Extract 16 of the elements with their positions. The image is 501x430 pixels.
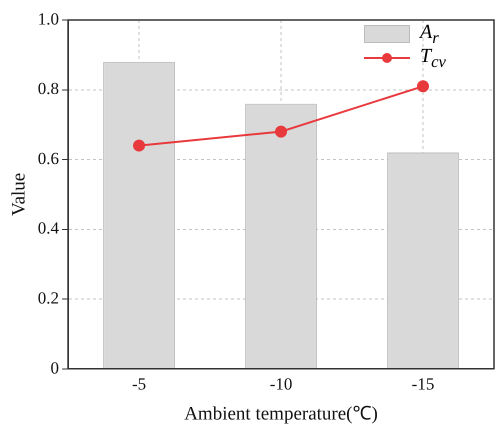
y-tick-label: 0.4	[38, 218, 60, 238]
legend-label: A$_{r}$	[420, 20, 439, 47]
x-tick-label: -10	[270, 374, 292, 394]
y-tick-label: 1.0	[38, 9, 60, 28]
y-axis-title: Value	[8, 172, 30, 216]
x-tick-label: -5	[132, 374, 146, 394]
y-tick-label: 0.2	[38, 288, 60, 308]
x-tick-label: -15	[412, 374, 434, 394]
x-axis-title: Ambient temperature(℃)	[184, 404, 378, 425]
y-tick-label: 0	[50, 358, 60, 378]
legend-label: T$_{cv}$	[420, 44, 446, 71]
y-tick-label: 0.6	[38, 148, 60, 168]
point	[133, 140, 146, 152]
point	[275, 126, 288, 138]
point	[417, 80, 430, 92]
y-tick-label: 0.8	[38, 79, 60, 98]
